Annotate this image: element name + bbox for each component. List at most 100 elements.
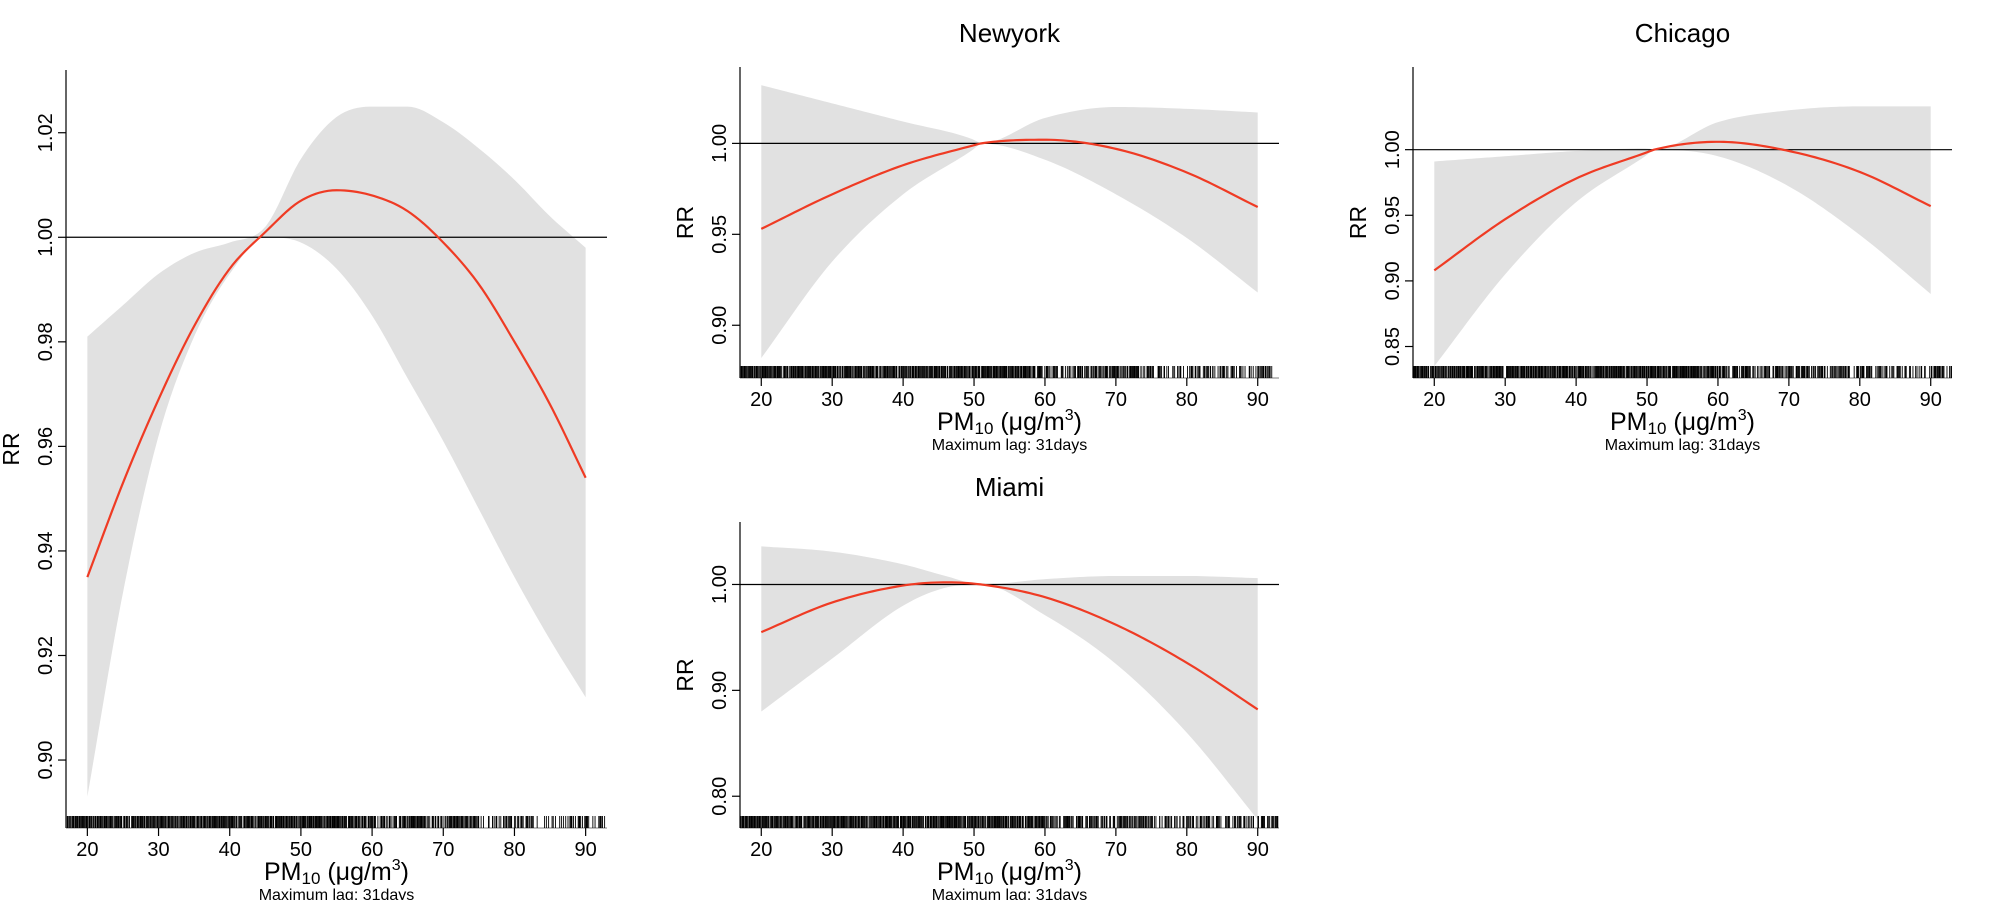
x-axis-label-part: 3 (1065, 407, 1074, 424)
x-tick-label: 60 (1034, 389, 1056, 411)
chart-title: Miami (975, 472, 1044, 502)
confidence-band (1434, 106, 1931, 367)
y-tick-label: 0.94 (35, 531, 57, 570)
x-axis-label-part: (μg/m (1666, 408, 1737, 436)
y-axis-label: RR (0, 432, 24, 465)
y-tick-label: 0.90 (709, 671, 731, 710)
x-axis-label-part: PM (937, 858, 975, 886)
x-axis-label: PM10 (μg/m3) (937, 407, 1082, 438)
y-tick-label: 0.96 (35, 427, 57, 466)
x-tick-label: 80 (1176, 839, 1198, 861)
rug-marks (739, 366, 1273, 378)
y-tick-label: 0.98 (35, 322, 57, 361)
x-tick-label: 50 (290, 839, 312, 861)
y-tick-label: 0.90 (35, 741, 57, 780)
chart-panel-newyork: 0.90 0.95 1.00 RR 20 30 40 50 60 70 80 90 PM10 (μg/m… (672, 18, 1279, 454)
x-tick-label: 40 (892, 389, 914, 411)
rr-curve (1433, 140, 1932, 272)
x-tick-label: 30 (821, 389, 843, 411)
x-axis-label-part: PM (1610, 408, 1648, 436)
x-axis-label-part: 3 (1738, 407, 1747, 424)
rug-marks (1413, 366, 1953, 378)
rr-curve (760, 138, 1259, 230)
x-axis-label: PM10 (μg/m3) (1610, 407, 1755, 438)
y-tick-label: 0.80 (709, 777, 731, 816)
lag-note: Maximum lag: 31days (932, 437, 1088, 454)
x-axis-label-part: 10 (1647, 419, 1666, 438)
y-tick-label: 0.92 (35, 636, 57, 675)
x-axis-label-part: 10 (974, 419, 993, 438)
x-axis-label-part: PM (264, 858, 302, 886)
x-tick-label: 30 (821, 839, 843, 861)
x-tick-label: 70 (432, 839, 454, 861)
x-tick-label: 80 (1176, 389, 1198, 411)
rr-curve (86, 189, 587, 578)
x-tick-label: 20 (750, 839, 772, 861)
x-tick-label: 50 (1636, 389, 1658, 411)
y-tick-label: 1.00 (35, 218, 57, 257)
y-tick-label: 0.85 (1382, 327, 1404, 366)
x-tick-label: 60 (1034, 839, 1056, 861)
chart-panel-miami: 0.80 0.90 1.00 RR 20 30 40 50 60 70 80 90 PM10 (μg/m… (672, 472, 1279, 904)
y-tick-label: 0.95 (709, 215, 731, 254)
chart-title: Chicago (1635, 18, 1730, 48)
x-tick-label: 20 (750, 389, 772, 411)
x-tick-label: 70 (1778, 389, 1800, 411)
x-axis-label-part: (μg/m (993, 408, 1064, 436)
x-tick-label: 60 (361, 839, 383, 861)
x-tick-label: 50 (963, 389, 985, 411)
y-tick-label: 1.00 (709, 124, 731, 163)
lag-note: Maximum lag: 31days (932, 887, 1088, 900)
lag-note: Maximum lag: 31days (259, 887, 415, 900)
y-tick-label: 1.00 (709, 565, 731, 604)
x-tick-label: 50 (963, 839, 985, 861)
x-tick-label: 90 (575, 839, 597, 861)
x-axis-label-part: ) (1074, 408, 1082, 436)
lag-note: Maximum lag: 31days (1605, 437, 1761, 454)
y-axis-label: RR (672, 658, 698, 691)
x-tick-label: 90 (1920, 389, 1942, 411)
x-tick-label: 80 (1849, 389, 1871, 411)
x-tick-label: 60 (1707, 389, 1729, 411)
confidence-band (761, 85, 1258, 358)
x-axis-label-part: 3 (392, 857, 401, 874)
x-tick-label: 40 (892, 839, 914, 861)
y-tick-label: 1.00 (1382, 130, 1404, 169)
y-tick-label: 1.02 (35, 113, 57, 152)
y-tick-label: 0.90 (709, 306, 731, 345)
x-tick-label: 40 (1565, 389, 1587, 411)
chart-title: Newyork (959, 18, 1061, 48)
x-tick-label: 80 (503, 839, 525, 861)
x-axis-label-part: 10 (301, 869, 320, 888)
x-axis-label-part: (μg/m (993, 858, 1064, 886)
rr-curve (760, 581, 1259, 711)
x-tick-label: 90 (1247, 839, 1269, 861)
y-tick-label: 0.90 (1382, 261, 1404, 300)
x-tick-label: 70 (1105, 389, 1127, 411)
confidence-band (761, 546, 1258, 820)
y-axis-label: RR (1345, 206, 1371, 239)
x-tick-label: 90 (1247, 389, 1269, 411)
y-tick-label: 0.95 (1382, 196, 1404, 235)
rug-marks (739, 816, 1279, 828)
x-axis-label-part: 10 (974, 869, 993, 888)
x-axis-label-part: PM (937, 408, 975, 436)
confidence-band (87, 106, 586, 797)
chart-panel-chicago: 0.85 0.90 0.95 1.00 RR 20 30 40 50 60 70 80 90 PM10 (… (1345, 18, 1953, 454)
x-tick-label: 30 (147, 839, 169, 861)
rug-marks (65, 816, 606, 828)
chart-panel-overall: 0.90 0.92 0.94 0.96 0.98 1.00 1.02 RR 20 30 40 50 60… (0, 70, 607, 904)
x-axis-label: PM10 (μg/m3) (264, 857, 409, 888)
x-axis-label-part: (μg/m (320, 858, 391, 886)
x-axis-label-part: ) (1747, 408, 1755, 436)
x-axis-label-part: 3 (1065, 857, 1074, 874)
x-tick-label: 20 (76, 839, 98, 861)
x-tick-label: 20 (1423, 389, 1445, 411)
x-axis-label-part: ) (401, 858, 409, 886)
x-axis-label: PM10 (μg/m3) (937, 857, 1082, 888)
y-axis-label: RR (672, 206, 698, 239)
x-tick-label: 30 (1494, 389, 1516, 411)
x-tick-label: 70 (1105, 839, 1127, 861)
